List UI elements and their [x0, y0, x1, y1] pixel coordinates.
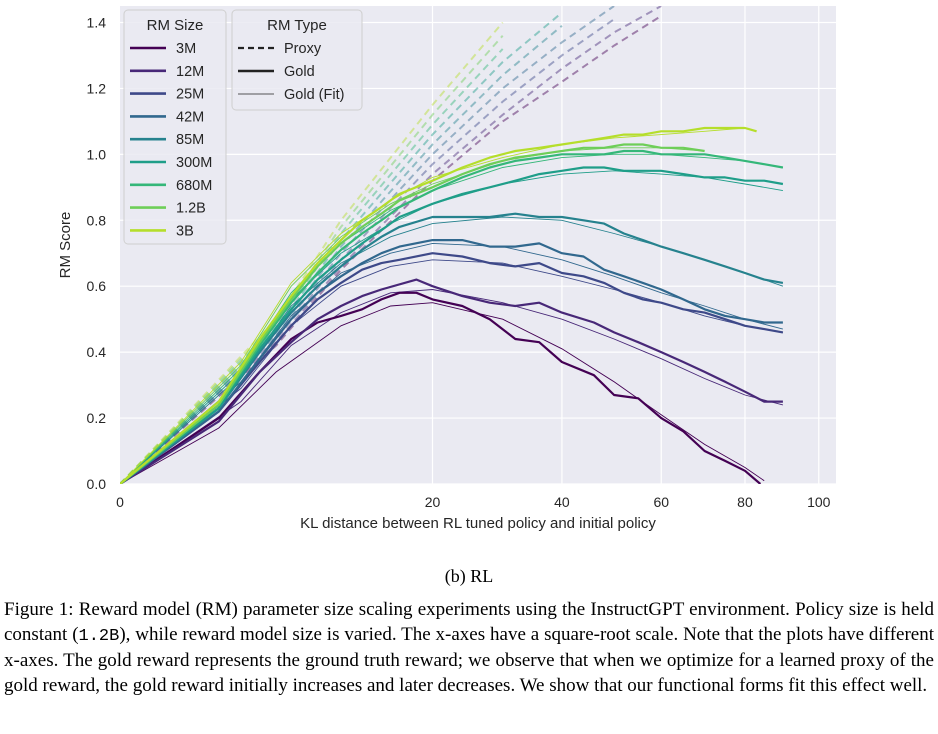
gold-line-3M — [120, 291, 762, 484]
legend-label-12M: 12M — [176, 64, 204, 80]
legend-label-85M: 85M — [176, 132, 204, 148]
figure-caption: Figure 1: Reward model (RM) parameter si… — [4, 598, 934, 698]
y-tick-label: 0.6 — [87, 278, 107, 294]
x-tick-label: 100 — [807, 494, 831, 510]
proxy-line-12M — [120, 6, 662, 484]
gold-fit-line-1.2B — [120, 147, 705, 484]
y-tick-label: 0.2 — [87, 410, 107, 426]
x-axis-ticks: 0 20 40 60 80 100 — [116, 494, 831, 510]
legend-label-3M: 3M — [176, 41, 196, 57]
gold-line-680M — [120, 149, 784, 484]
gold-fit-line-12M — [120, 289, 784, 484]
x-axis-label: KL distance between RL tuned policy and … — [300, 515, 656, 532]
y-axis-ticks: 0.0 0.2 0.4 0.6 0.8 1.0 1.2 1.4 — [87, 14, 107, 492]
proxy-line-25M — [120, 18, 615, 484]
gold-fit-line-3B — [120, 127, 746, 484]
caption-policy-size: 1.2B — [78, 626, 120, 646]
y-tick-label: 0.4 — [87, 344, 107, 360]
legend-rm-size: RM Size 3M 12M 25M 42M 85M 300M 680M 1.2B 3B — [123, 9, 227, 245]
gold-line-85M — [120, 212, 784, 484]
legend-label-680M: 680M — [176, 178, 212, 194]
y-tick-label: 0.0 — [87, 476, 107, 492]
legend-label-42M: 42M — [176, 109, 204, 125]
legend-rm-type: RM Type Proxy Gold Gold (Fit) — [231, 9, 363, 111]
gold-line-3B — [120, 126, 757, 484]
legend-rm-type-title: RM Type — [267, 17, 327, 34]
legend-label-1.2B: 1.2B — [176, 201, 206, 217]
legend-gold-fit-label: Gold (Fit) — [284, 87, 344, 103]
gold-fit-line-680M — [120, 153, 783, 484]
subcaption: (b) RL — [444, 566, 494, 586]
gold-line-300M — [120, 166, 784, 484]
reward-model-scaling-chart: 0.0 0.2 0.4 0.6 0.8 1.0 1.2 1.4 0 20 40 60 80 100 KL… — [57, 6, 836, 532]
x-tick-label: 60 — [653, 494, 669, 510]
y-tick-label: 1.0 — [87, 146, 107, 162]
gold-fit-line-3M — [120, 302, 765, 484]
x-tick-label: 0 — [116, 494, 124, 510]
gold-line-1.2B — [120, 143, 705, 484]
x-tick-label: 40 — [554, 494, 570, 510]
proxy-line-3M — [120, 15, 662, 484]
y-tick-label: 1.4 — [87, 14, 107, 30]
gold-line-42M — [120, 239, 783, 484]
legend-proxy-label: Proxy — [284, 41, 322, 57]
legend-rm-size-title: RM Size — [147, 17, 204, 34]
y-tick-label: 0.8 — [87, 212, 107, 228]
legend-label-3B: 3B — [176, 223, 194, 239]
y-tick-label: 1.2 — [87, 80, 107, 96]
legend-gold-label: Gold — [284, 64, 315, 80]
legend-label-25M: 25M — [176, 87, 204, 103]
proxy-line-3B — [120, 21, 504, 484]
legend-label-300M: 300M — [176, 155, 212, 171]
caption-text-1: Figure 1: Reward model (RM) parameter si… — [4, 599, 934, 645]
series-layer — [120, 6, 784, 484]
x-tick-label: 20 — [425, 494, 441, 510]
y-axis-label: RM Score — [57, 212, 74, 279]
caption-text-2: ), while reward model size is varied. Th… — [4, 623, 934, 696]
proxy-line-42M — [120, 6, 615, 484]
gold-line-25M — [120, 252, 784, 484]
proxy-line-1.2B — [120, 35, 504, 484]
gold-line-12M — [120, 278, 783, 484]
x-tick-label: 80 — [737, 494, 753, 510]
